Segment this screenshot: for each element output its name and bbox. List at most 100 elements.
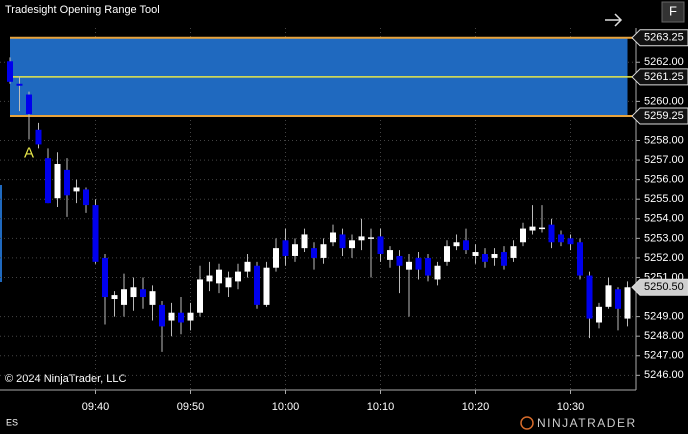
candle-body <box>615 289 621 309</box>
y-tick-label: 5258.00 <box>644 134 684 146</box>
candle-body <box>130 287 137 298</box>
candle-body <box>225 277 232 288</box>
candle-body <box>35 129 42 145</box>
price-badge-label: 5261.25 <box>644 71 684 83</box>
x-tick-label: 10:00 <box>272 401 300 413</box>
price-badge <box>631 107 688 125</box>
candle-body <box>548 224 555 243</box>
candle-body <box>444 246 450 262</box>
candle-body <box>292 244 298 256</box>
candle-body <box>73 187 80 192</box>
candle-body <box>92 205 99 262</box>
candle-body <box>168 312 175 321</box>
candle-body <box>254 265 260 305</box>
candle-body <box>358 236 365 241</box>
candle-body <box>453 242 460 247</box>
candle-body <box>463 240 469 251</box>
price-badge <box>631 68 688 86</box>
candle-body <box>149 291 156 305</box>
y-tick-label: 5247.00 <box>644 350 684 362</box>
candle-body <box>102 257 108 298</box>
logo-icon <box>520 416 534 430</box>
y-tick-label: 5253.00 <box>644 232 684 244</box>
candle-body <box>187 312 194 321</box>
candle-body <box>301 234 308 249</box>
candle-body <box>377 236 384 255</box>
candle-body <box>64 169 70 196</box>
candle-body <box>577 242 583 276</box>
x-tick-label: 10:10 <box>367 401 395 413</box>
x-tick-label: 09:40 <box>82 401 110 413</box>
candle-body <box>415 257 422 270</box>
candle-body <box>330 232 336 243</box>
candle-body <box>368 237 374 239</box>
chart-title: Tradesight Opening Range Tool <box>5 4 160 16</box>
instrument: ES <box>6 417 18 427</box>
candle-body <box>216 269 222 284</box>
price-badge <box>631 278 688 296</box>
x-tick-label: 10:30 <box>557 401 585 413</box>
arrow-icon[interactable] <box>605 13 623 27</box>
candle-body <box>510 246 517 258</box>
candle-body <box>311 248 317 258</box>
y-tick-label: 5260.00 <box>644 95 684 107</box>
x-tick-label: 10:20 <box>462 401 490 413</box>
candle-body <box>339 234 346 249</box>
candle-body <box>16 83 23 86</box>
candle-body <box>482 254 488 262</box>
y-tick-label: 5248.00 <box>644 330 684 342</box>
candle-body <box>605 285 612 307</box>
candle-body <box>567 238 574 245</box>
candle-body <box>140 289 146 298</box>
candle-body <box>596 306 602 323</box>
candle-body <box>54 163 61 199</box>
candle-body <box>273 248 279 268</box>
candle-body <box>434 265 441 280</box>
marker-label: A <box>24 145 34 162</box>
candle-body <box>83 189 89 206</box>
candle-body <box>320 244 327 258</box>
y-tick-label: 5255.00 <box>644 193 684 205</box>
side-marker <box>0 185 2 282</box>
copyright: © 2024 NinjaTrader, LLC <box>5 373 126 385</box>
candle-body <box>178 312 184 323</box>
candle-body <box>111 295 118 300</box>
price-badge-label: 5259.25 <box>644 110 684 122</box>
candle-body <box>244 261 251 272</box>
candle-body <box>282 240 289 256</box>
y-tick-label: 5249.00 <box>644 311 684 323</box>
candle-body <box>539 227 545 230</box>
candle-body <box>206 275 213 282</box>
candle-body <box>558 234 564 243</box>
candle-body <box>406 261 412 270</box>
y-tick-label: 5257.00 <box>644 154 684 166</box>
button-label[interactable]: F <box>669 3 677 18</box>
x-tick-label: 09:50 <box>177 401 205 413</box>
candle-body <box>520 228 526 243</box>
y-tick-label: 5256.00 <box>644 174 684 186</box>
candle-body <box>197 279 203 313</box>
y-tick-label: 5252.00 <box>644 252 684 264</box>
y-tick-label: 5254.00 <box>644 213 684 225</box>
candle-body <box>472 252 479 256</box>
candle-body <box>396 255 403 266</box>
brand: NINJATRADER <box>537 416 637 430</box>
price-badge <box>631 29 688 47</box>
price-badge-label: 5263.25 <box>644 32 684 44</box>
candle-body <box>263 267 270 305</box>
candle-body <box>159 304 165 327</box>
candle-body <box>501 252 507 266</box>
candle-body <box>425 257 431 276</box>
candle-body <box>26 94 32 115</box>
button[interactable] <box>661 1 685 23</box>
candle-body <box>45 158 51 204</box>
candle-body <box>121 289 127 305</box>
price-badge-label: 5250.50 <box>644 281 684 293</box>
candle-body <box>349 240 355 249</box>
candle-body <box>491 254 498 258</box>
candle-body <box>586 275 593 319</box>
candle-body <box>7 61 13 82</box>
candle-body <box>235 271 241 282</box>
